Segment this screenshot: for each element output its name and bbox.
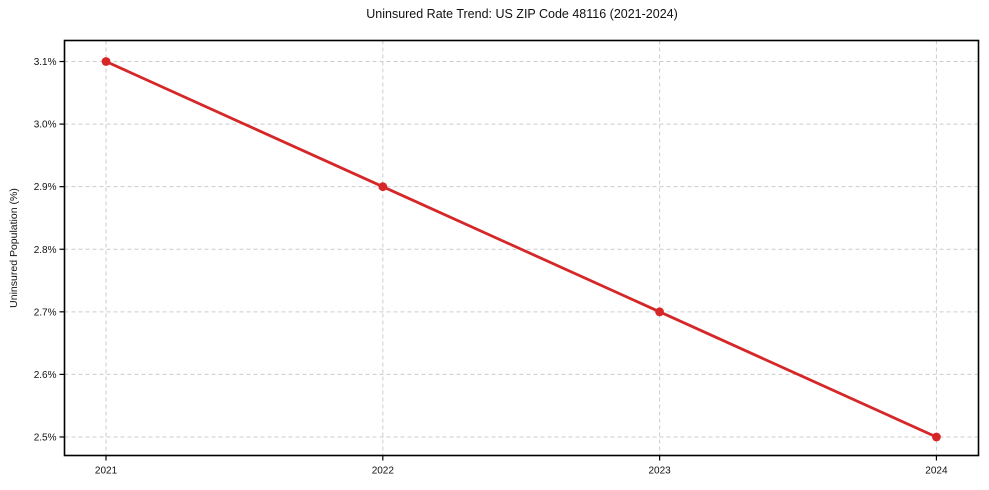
y-tick-label: 2.6%: [34, 370, 57, 381]
data-point: [378, 182, 388, 192]
y-tick-label: 2.7%: [34, 307, 57, 318]
y-tick-label: 2.9%: [34, 182, 57, 193]
y-tick-label: 3.1%: [34, 57, 57, 68]
x-tick-label: 2023: [648, 466, 671, 477]
x-tick-label: 2021: [95, 466, 118, 477]
plot-border: [63, 39, 980, 457]
data-point: [655, 307, 665, 317]
x-tick-label: 2024: [925, 466, 948, 477]
chart-title: Uninsured Rate Trend: US ZIP Code 48116 …: [366, 7, 678, 21]
y-tick-label: 2.5%: [34, 432, 57, 443]
data-point: [101, 57, 111, 66]
x-tick-label: 2022: [372, 466, 395, 477]
data-point: [932, 432, 941, 442]
trend-line: [104, 60, 938, 439]
y-tick-label: 3.0%: [34, 120, 57, 131]
y-tick-label: 2.8%: [34, 245, 57, 256]
